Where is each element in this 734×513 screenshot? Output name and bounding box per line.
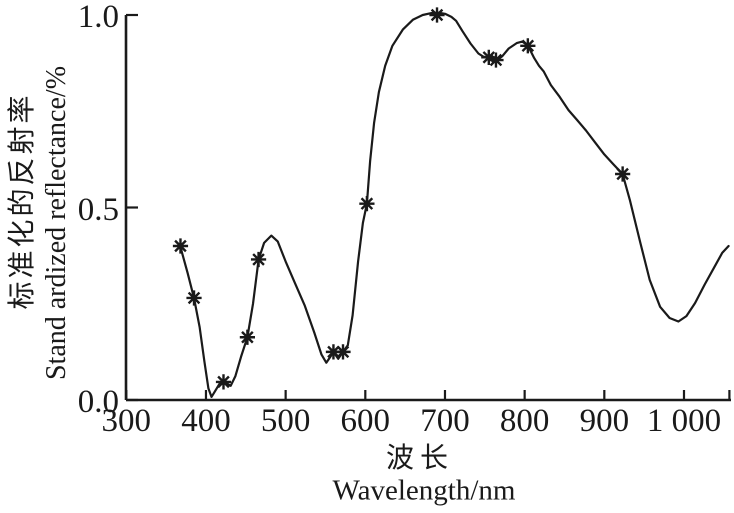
x-tick-label: 400 xyxy=(181,403,231,439)
y-tick-label: 0.5 xyxy=(77,191,119,228)
x-tick-label: 300 xyxy=(101,403,152,439)
y-axis-label-chinese: 标准化的反射率 xyxy=(7,92,38,310)
asterisk-marker xyxy=(186,290,202,306)
asterisk-marker xyxy=(359,196,375,212)
x-tick-label: 700 xyxy=(420,403,470,439)
x-tick-label: 500 xyxy=(260,403,311,439)
x-tick-label: 800 xyxy=(499,403,550,439)
asterisk-marker xyxy=(429,7,445,23)
asterisk-marker xyxy=(239,329,255,345)
asterisk-marker xyxy=(215,374,232,390)
x-axis-label-english: Wavelength/nm xyxy=(332,474,516,507)
spectrum-curve xyxy=(179,11,730,398)
x-tick-label: 900 xyxy=(579,403,630,439)
asterisk-marker xyxy=(172,238,189,254)
asterisk-marker xyxy=(520,38,536,54)
asterisk-marker xyxy=(488,52,504,68)
y-tick-label: 0.0 xyxy=(77,384,119,420)
asterisk-marker xyxy=(250,251,267,268)
axis-lines xyxy=(124,15,731,402)
x-axis-label-chinese: 波长 xyxy=(385,443,455,474)
asterisk-marker xyxy=(335,344,351,360)
x-tick-label: 1 000 xyxy=(646,403,722,439)
asterisk-marker xyxy=(615,166,631,182)
x-tick-label: 600 xyxy=(340,403,391,439)
asterisk-marker xyxy=(325,344,342,360)
asterisk-marker xyxy=(481,49,497,65)
y-tick-label: 1.0 xyxy=(77,0,119,35)
